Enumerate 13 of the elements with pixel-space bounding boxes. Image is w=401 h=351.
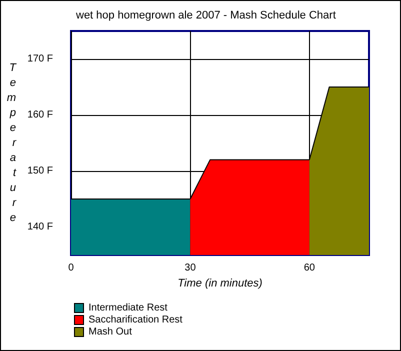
y-tick-label: 150 F <box>27 166 53 176</box>
x-tick-label: 0 <box>68 262 74 274</box>
legend-label: Mash Out <box>88 326 132 338</box>
text: Temperature <box>6 62 16 224</box>
x-tick-label: 60 <box>304 262 316 274</box>
x-tick-label: 30 <box>184 262 196 274</box>
legend-label: Intermediate Rest <box>88 302 168 314</box>
x-axis-title: Time (in minutes) <box>178 277 263 290</box>
y-tick-label: 160 F <box>27 110 53 120</box>
legend-label: Saccharification Rest <box>88 314 183 326</box>
y-tick-label: 170 F <box>27 54 53 64</box>
chart-title: wet hop homegrown ale 2007 - Mash Schedule Chart <box>75 10 336 22</box>
y-tick-label: 140 F <box>27 222 53 232</box>
